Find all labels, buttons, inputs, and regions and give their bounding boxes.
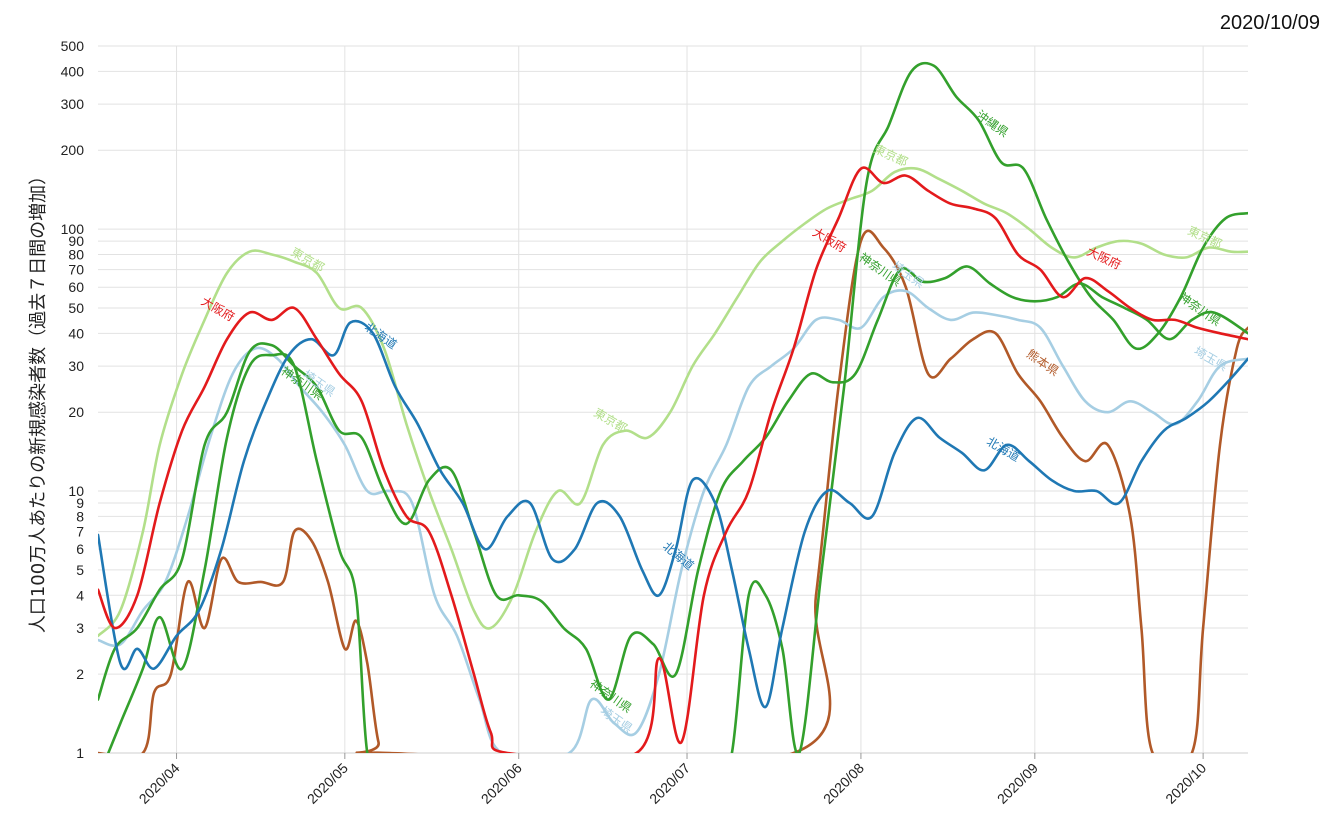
series-label: 東京都 [1186,224,1225,252]
series-label: 東京都 [288,245,326,275]
y-tick-label: 8 [76,508,84,524]
y-tick-label: 10 [68,483,84,499]
x-tick-label: 2020/04 [136,760,183,807]
series-line [98,166,1248,638]
y-tick-label: 7 [76,524,84,540]
series-label: 東京都 [871,142,910,170]
y-tick-label: 100 [61,221,85,237]
y-tick-label: 40 [68,325,84,341]
x-tick-label: 2020/08 [820,760,867,807]
x-axis: 2020/04 2020/05 2020/06 2020/07 2020/08 2020/… [98,752,1248,807]
y-tick-label: 500 [61,38,85,54]
y-tick-label: 20 [68,404,84,420]
y-tick-label: 9 [76,495,84,511]
x-tick-label: 2020/05 [304,760,351,807]
series-layer [98,61,1248,753]
x-tick-label: 2020/06 [478,760,525,807]
y-tick-label: 200 [61,142,85,158]
y-tick-label: 300 [61,96,85,112]
series-line [98,289,1248,753]
y-tick-label: 4 [76,587,84,603]
y-tick-label: 90 [68,233,84,249]
x-tick-label: 2020/07 [646,760,693,807]
series-label: 東京都 [591,406,629,436]
series-label: 北海道 [362,319,400,352]
date-stamp: 2020/10/09 [1219,12,1320,34]
y-tick-label: 3 [76,620,84,636]
y-tick-label: 80 [68,246,84,262]
y-tick-label: 30 [68,358,84,374]
y-axis-label: 人口100万人あたりの新規感染者数（過去７日間の増加） [28,167,49,633]
y-tick-label: 400 [61,63,85,79]
y-tick-label: 70 [68,262,84,278]
series-label: 熊本県 [1024,346,1062,379]
y-tick-label: 6 [76,541,84,557]
y-tick-label: 60 [68,279,84,295]
series-label: 大阪府 [1085,243,1124,272]
y-tick-label: 2 [76,666,84,682]
y-tick-label: 1 [76,745,84,761]
grid [98,45,1248,754]
series-label-layer: 東京都東京都東京都東京都大阪府大阪府大阪府北海道北海道北海道神奈川県神奈川県神奈… [199,107,1230,736]
series-label: 北海道 [660,538,697,573]
series-label: 北海道 [984,433,1023,464]
y-tick-label: 50 [68,300,84,316]
series-line [98,319,1248,709]
series-line [98,265,1248,701]
y-tick-label: 5 [76,562,84,578]
series-label: 埼玉県 [1192,344,1230,374]
series-line [98,229,1248,753]
series-line [106,61,1248,753]
x-tick-label: 2020/09 [994,760,1041,807]
x-tick-label: 2020/10 [1162,760,1209,807]
series-line [98,166,1248,753]
